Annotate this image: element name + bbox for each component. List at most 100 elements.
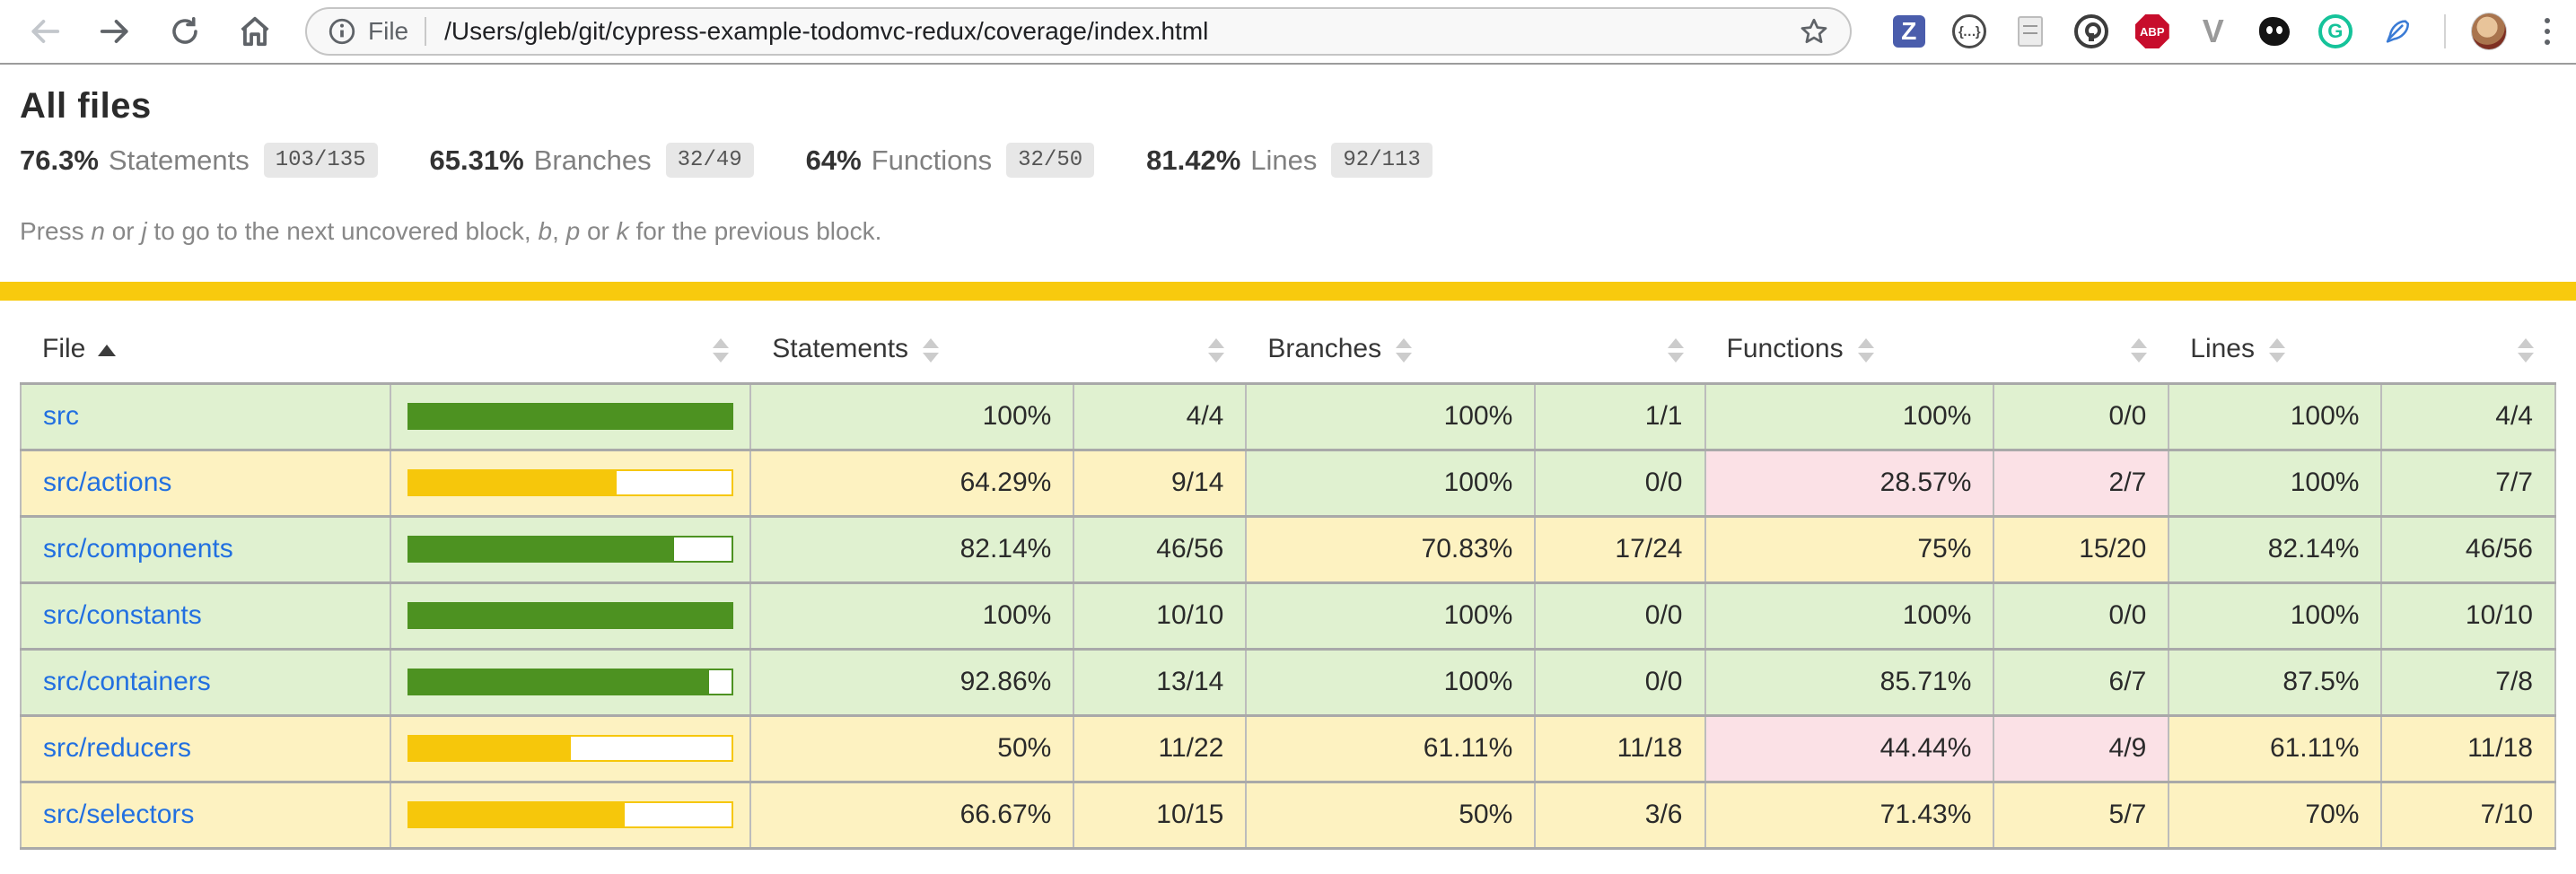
functions-fraction-cell: 5/7 (1993, 780, 2170, 850)
url-separator (425, 17, 427, 46)
file-cell: src/actions (19, 448, 392, 516)
notes-extension-icon[interactable] (2013, 14, 2047, 48)
coverage-bar (407, 469, 734, 496)
functions-pct-cell: 100% (1704, 381, 1995, 450)
statements-percent: 76.3% (20, 144, 99, 176)
onepassword-extension-icon[interactable] (2073, 14, 2108, 48)
lines-pct-cell: 100% (2169, 381, 2383, 450)
lines-fraction-cell: 7/8 (2381, 647, 2556, 715)
functions-pct-cell: 75% (1704, 514, 1995, 582)
header-lines-fraction[interactable] (2381, 317, 2555, 383)
functions-label: Functions (871, 144, 993, 176)
header-branches[interactable]: Branches (1246, 317, 1535, 383)
functions-fraction-cell: 4/9 (1993, 713, 2170, 782)
file-link[interactable]: src/components (43, 534, 233, 564)
statements-fraction-badge: 103/135 (263, 143, 378, 178)
json-viewer-extension-icon[interactable]: {…} (1951, 14, 1986, 48)
statements-pct-cell: 64.29% (750, 448, 1075, 516)
file-link[interactable]: src (43, 401, 79, 431)
functions-fraction-cell: 0/0 (1993, 381, 2170, 450)
header-statements-fraction[interactable] (1073, 317, 1246, 383)
functions-pct-cell: 71.43% (1704, 780, 1995, 850)
header-branches-fraction[interactable] (1535, 317, 1704, 383)
statements-fraction-cell: 10/10 (1073, 581, 1248, 649)
file-cell: src (19, 381, 392, 450)
coverage-bar (407, 403, 734, 430)
sort-icon (1857, 337, 1874, 363)
reload-icon[interactable] (167, 13, 203, 49)
lines-pct-cell: 70% (2169, 780, 2383, 850)
lines-pct-cell: 82.14% (2169, 514, 2383, 582)
table-row: src/reducers 50% 11/22 61.11% 11/18 44.44% 4/9… (19, 713, 2556, 782)
branches-fraction-cell: 0/0 (1535, 448, 1706, 516)
status-line (0, 282, 2576, 301)
branches-fraction-cell: 17/24 (1535, 514, 1706, 582)
feather-extension-icon[interactable] (2379, 14, 2414, 48)
sort-icon (2518, 337, 2534, 363)
sort-icon (713, 337, 730, 363)
header-file[interactable]: File (21, 317, 390, 383)
coverage-bar-cell (390, 381, 752, 450)
back-icon[interactable] (27, 13, 63, 49)
table-row: src/containers 92.86% 13/14 100% 0/0 85.71% 6/… (19, 647, 2556, 715)
branches-pct-cell: 100% (1246, 448, 1537, 516)
functions-pct-cell: 85.71% (1704, 647, 1995, 715)
statements-label: Statements (108, 144, 250, 176)
table-row: src/actions 64.29% 9/14 100% 0/0 28.57% 2/7 100… (19, 448, 2556, 516)
functions-fraction-badge: 32/50 (1006, 143, 1095, 178)
header-lines[interactable]: Lines (2169, 317, 2381, 383)
profile-avatar[interactable] (2470, 13, 2508, 50)
file-link[interactable]: src/constants (43, 600, 202, 630)
monster-extension-icon[interactable] (2257, 14, 2291, 48)
header-bar[interactable] (390, 317, 750, 383)
summary-lines: 81.42% Lines 92/113 (1146, 143, 1433, 178)
sort-icon (1667, 337, 1684, 363)
lines-pct-cell: 100% (2169, 581, 2383, 649)
sort-icon (923, 337, 940, 363)
toolbar-divider (2443, 14, 2446, 48)
file-link[interactable]: src/containers (43, 667, 211, 696)
lines-fraction-cell: 11/18 (2381, 713, 2556, 782)
table-header-row: File Statements Branches Functions Lines (21, 317, 2555, 383)
coverage-bar (407, 801, 734, 828)
table-row: src/constants 100% 10/10 100% 0/0 100% 0/0 100%… (19, 581, 2556, 649)
lines-label: Lines (1250, 144, 1318, 176)
statements-fraction-cell: 11/22 (1073, 713, 1248, 782)
vue-devtools-extension-icon[interactable]: V (2202, 13, 2224, 49)
header-statements[interactable]: Statements (750, 317, 1073, 383)
statements-pct-cell: 50% (750, 713, 1075, 782)
lines-pct-cell: 100% (2169, 448, 2383, 516)
file-link[interactable]: src/reducers (43, 733, 192, 763)
page-title: All files (20, 86, 152, 126)
branches-pct-cell: 70.83% (1246, 514, 1537, 582)
adblock-plus-extension-icon[interactable]: ABP (2134, 14, 2169, 48)
branches-pct-cell: 100% (1246, 381, 1537, 450)
branches-pct-cell: 100% (1246, 581, 1537, 649)
summary-branches: 65.31% Branches 32/49 (430, 143, 754, 178)
zotero-extension-icon[interactable]: Z (1892, 15, 1925, 48)
grammarly-extension-icon[interactable]: G (2318, 14, 2353, 48)
bookmark-star-icon[interactable] (1798, 15, 1830, 48)
home-icon[interactable] (237, 13, 273, 49)
sort-icon (2268, 337, 2285, 363)
url-text[interactable]: /Users/gleb/git/cypress-example-todomvc-… (444, 17, 1209, 45)
statements-pct-cell: 92.86% (750, 647, 1075, 715)
file-link[interactable]: src/selectors (43, 800, 195, 829)
forward-icon[interactable] (97, 13, 133, 49)
summary-functions: 64% Functions 32/50 (806, 143, 1095, 178)
coverage-bar (407, 735, 734, 762)
header-functions-fraction[interactable] (1993, 317, 2169, 383)
coverage-bar-cell (390, 780, 752, 850)
lines-percent: 81.42% (1146, 144, 1241, 176)
statements-fraction-cell: 13/14 (1073, 647, 1248, 715)
page-info-icon[interactable] (327, 16, 357, 47)
statements-pct-cell: 100% (750, 381, 1075, 450)
file-link[interactable]: src/actions (43, 468, 172, 497)
chrome-menu-icon[interactable] (2534, 18, 2560, 45)
lines-pct-cell: 61.11% (2169, 713, 2383, 782)
url-bar[interactable]: File /Users/gleb/git/cypress-example-tod… (305, 7, 1852, 56)
coverage-table: File Statements Branches Functions Lines… (19, 317, 2556, 850)
header-functions[interactable]: Functions (1705, 317, 1994, 383)
branches-fraction-cell: 0/0 (1535, 581, 1706, 649)
functions-fraction-cell: 6/7 (1993, 647, 2170, 715)
